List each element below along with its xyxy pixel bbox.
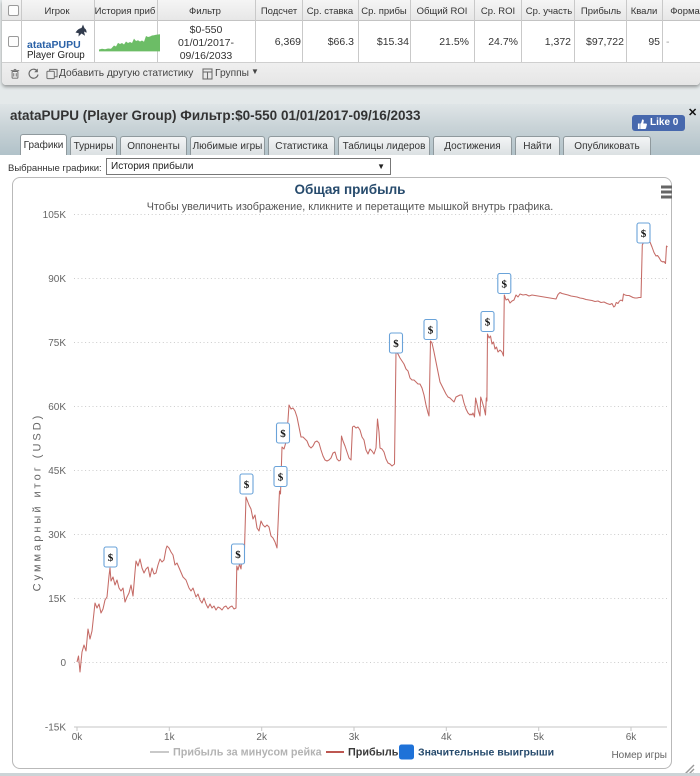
svg-text:$: $ <box>641 228 647 240</box>
svg-text:3k: 3k <box>349 732 361 743</box>
svg-text:75K: 75K <box>48 338 66 349</box>
svg-text:Номер игры: Номер игры <box>611 750 667 761</box>
svg-text:105K: 105K <box>43 210 67 221</box>
svg-text:1k: 1k <box>164 732 176 743</box>
svg-text:$: $ <box>502 279 508 291</box>
svg-text:Суммарный итог (USD): Суммарный итог (USD) <box>32 413 44 592</box>
svg-text:Чтобы увеличить изображение, к: Чтобы увеличить изображение, кликните и … <box>147 201 554 213</box>
svg-text:5k: 5k <box>533 732 545 743</box>
svg-text:$: $ <box>278 472 284 484</box>
svg-text:$: $ <box>280 428 286 440</box>
svg-text:60K: 60K <box>48 402 66 413</box>
svg-text:0k: 0k <box>72 732 84 743</box>
svg-text:0: 0 <box>60 658 66 669</box>
svg-text:15K: 15K <box>48 594 66 605</box>
svg-text:6k: 6k <box>626 732 638 743</box>
svg-text:45K: 45K <box>48 466 66 477</box>
svg-text:$: $ <box>428 325 434 337</box>
svg-text:$: $ <box>235 549 241 561</box>
svg-text:30K: 30K <box>48 530 66 541</box>
svg-text:$: $ <box>244 479 250 491</box>
svg-text:Значительные выигрыши: Значительные выигрыши <box>418 747 554 759</box>
svg-text:Прибыль за минусом рейка: Прибыль за минусом рейка <box>173 747 323 759</box>
svg-text:90K: 90K <box>48 274 66 285</box>
svg-text:2k: 2k <box>256 732 268 743</box>
svg-text:-15K: -15K <box>45 723 66 734</box>
svg-text:Прибыль: Прибыль <box>348 747 399 759</box>
svg-text:$: $ <box>108 552 114 564</box>
svg-text:$: $ <box>393 338 399 350</box>
svg-text:$: $ <box>485 317 491 329</box>
svg-text:Общая прибыль: Общая прибыль <box>295 182 406 197</box>
svg-text:4k: 4k <box>441 732 453 743</box>
